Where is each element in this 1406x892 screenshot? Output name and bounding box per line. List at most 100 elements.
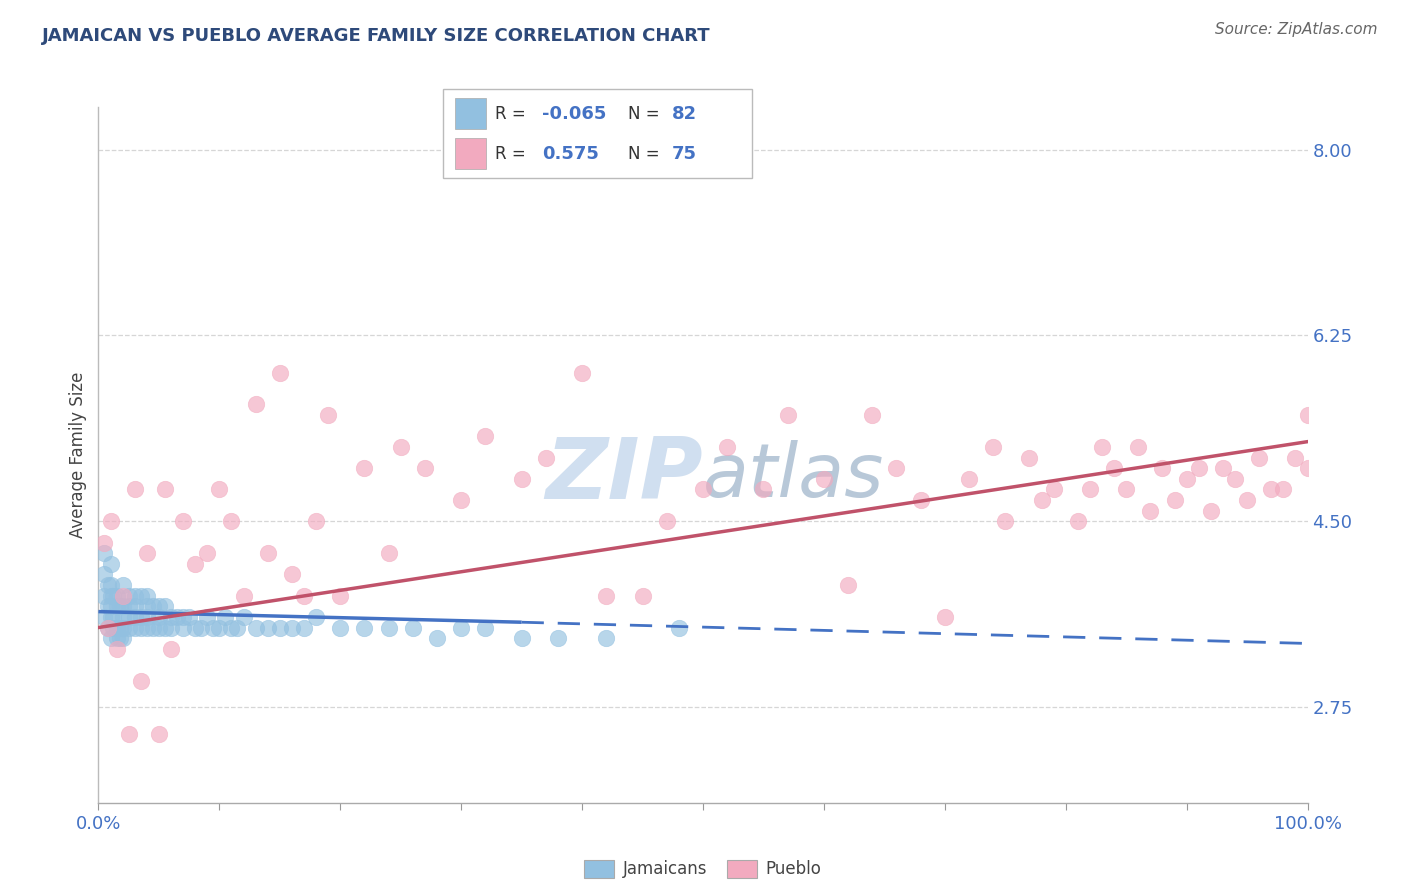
Point: [97, 599, 120, 614]
Point: [221, 514, 243, 528]
Point: [981, 440, 1004, 454]
Point: [172, 514, 194, 528]
Point: [1212, 461, 1234, 475]
Point: [245, 397, 267, 411]
Point: [153, 599, 176, 614]
Point: [100, 610, 122, 624]
Point: [101, 621, 124, 635]
Point: [118, 599, 141, 614]
Point: [108, 621, 131, 635]
Text: R =: R =: [495, 104, 526, 123]
Point: [101, 589, 124, 603]
Text: 82: 82: [672, 104, 697, 123]
Point: [148, 621, 170, 635]
Point: [1139, 504, 1161, 518]
Point: [692, 483, 714, 497]
Point: [389, 440, 412, 454]
Point: [214, 610, 236, 624]
Text: -0.065: -0.065: [541, 104, 606, 123]
Point: [716, 440, 738, 454]
Point: [256, 621, 278, 635]
Point: [269, 366, 291, 380]
Point: [1260, 483, 1282, 497]
Point: [124, 599, 146, 614]
Point: [510, 472, 533, 486]
Point: [353, 621, 375, 635]
Point: [474, 429, 496, 443]
Point: [153, 621, 176, 635]
Point: [108, 631, 131, 645]
Point: [377, 546, 399, 560]
Point: [1236, 493, 1258, 508]
Point: [1163, 493, 1185, 508]
Point: [105, 641, 128, 656]
Point: [1284, 450, 1306, 465]
Point: [305, 514, 328, 528]
Point: [813, 472, 835, 486]
Point: [135, 546, 157, 560]
Point: [232, 589, 254, 603]
Point: [124, 589, 146, 603]
Point: [413, 461, 436, 475]
Point: [179, 610, 201, 624]
Point: [172, 610, 194, 624]
Point: [135, 621, 157, 635]
Point: [100, 589, 122, 603]
Point: [160, 621, 183, 635]
Point: [111, 610, 134, 624]
Point: [208, 621, 231, 635]
Text: JAMAICAN VS PUEBLO AVERAGE FAMILY SIZE CORRELATION CHART: JAMAICAN VS PUEBLO AVERAGE FAMILY SIZE C…: [42, 27, 711, 45]
Point: [1272, 483, 1295, 497]
Text: N =: N =: [628, 104, 659, 123]
Point: [93, 589, 115, 603]
Point: [111, 589, 134, 603]
Point: [1115, 483, 1137, 497]
Point: [245, 621, 267, 635]
Point: [450, 493, 472, 508]
Point: [190, 621, 212, 635]
Text: R =: R =: [495, 145, 526, 163]
Text: N =: N =: [628, 145, 659, 163]
Point: [994, 514, 1017, 528]
Point: [124, 610, 146, 624]
Point: [281, 621, 304, 635]
Point: [595, 631, 617, 645]
Point: [184, 621, 207, 635]
Point: [105, 589, 128, 603]
Point: [837, 578, 859, 592]
Point: [752, 483, 775, 497]
Point: [655, 514, 678, 528]
Text: atlas: atlas: [703, 440, 884, 512]
Point: [1067, 514, 1090, 528]
Point: [534, 450, 557, 465]
Point: [402, 621, 425, 635]
Point: [111, 599, 134, 614]
Point: [221, 621, 243, 635]
Point: [160, 610, 183, 624]
Point: [292, 589, 315, 603]
Point: [1188, 461, 1211, 475]
Point: [1102, 461, 1125, 475]
Point: [100, 578, 122, 592]
FancyBboxPatch shape: [443, 89, 752, 178]
Point: [108, 599, 131, 614]
Point: [1031, 493, 1053, 508]
Point: [160, 641, 183, 656]
Point: [93, 535, 115, 549]
Point: [316, 408, 339, 422]
Point: [105, 621, 128, 635]
Point: [135, 599, 157, 614]
Point: [148, 599, 170, 614]
Point: [118, 610, 141, 624]
Point: [148, 727, 170, 741]
Point: [100, 631, 122, 645]
Point: [111, 631, 134, 645]
Legend: Jamaicans, Pueblo: Jamaicans, Pueblo: [578, 853, 828, 885]
Point: [97, 621, 120, 635]
Point: [1078, 483, 1101, 497]
Point: [118, 621, 141, 635]
Point: [202, 621, 225, 635]
Point: [208, 483, 231, 497]
Point: [232, 610, 254, 624]
Point: [934, 610, 956, 624]
